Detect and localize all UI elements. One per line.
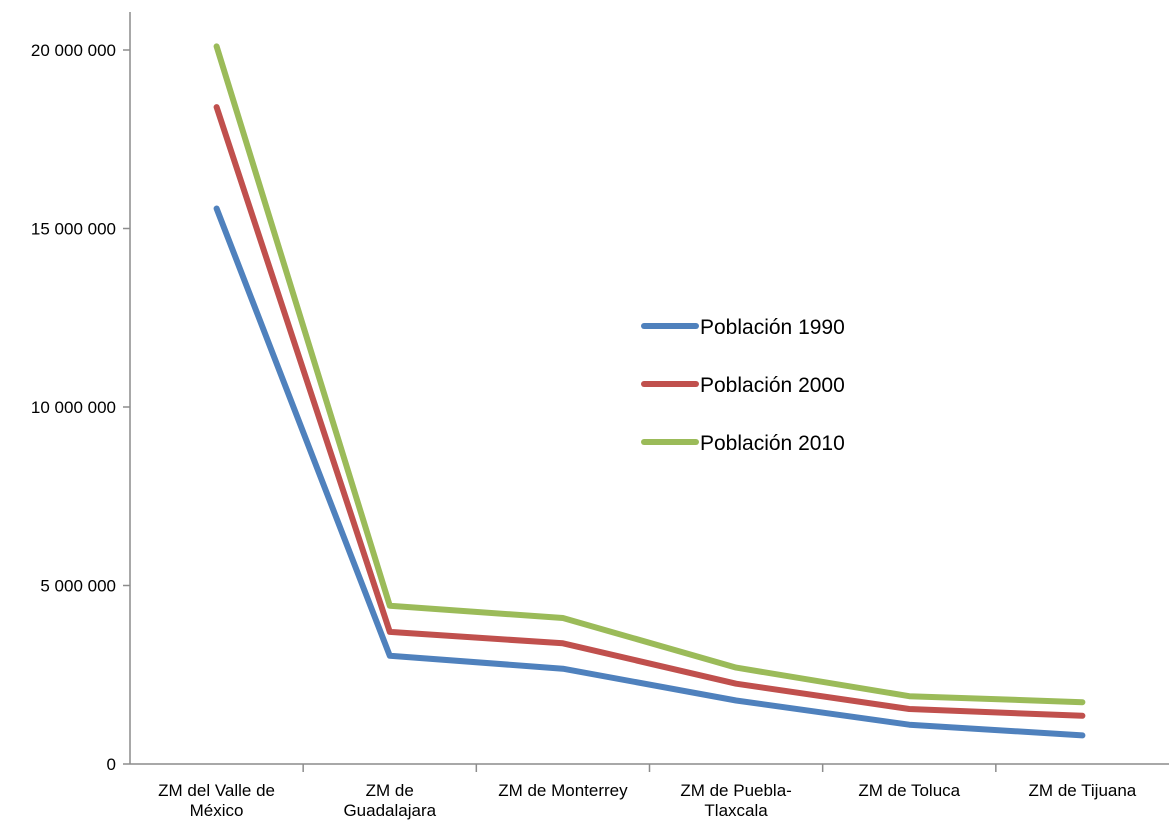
x-ticks xyxy=(302,764,997,772)
x-tick-label-line: Tlaxcala xyxy=(704,801,768,820)
y-tick-label: 10 000 000 xyxy=(31,398,116,417)
x-tick-label-line: ZM del Valle de xyxy=(158,781,275,800)
x-tick-label-line: México xyxy=(190,801,244,820)
y-tick-label: 20 000 000 xyxy=(31,41,116,60)
x-tick-label-line: ZM de Toluca xyxy=(858,781,960,800)
y-tick-label: 0 xyxy=(107,755,116,774)
x-tick-label-line: ZM de Monterrey xyxy=(498,781,628,800)
series-line-poblaci-n-1990 xyxy=(213,205,1086,739)
legend-label: Población 2010 xyxy=(700,432,845,455)
x-tick-label: ZM de Guadalajara xyxy=(343,781,436,820)
x-tick-label: ZM de Toluca xyxy=(858,781,960,800)
x-tick-label-line: ZM de Tijuana xyxy=(1029,781,1137,800)
y-tick-label: 5 000 000 xyxy=(40,577,116,596)
series-line-poblaci-n-2010 xyxy=(213,43,1086,706)
legend-item-poblaci-n-1990: Población 1990 xyxy=(641,316,845,339)
legend-label: Población 1990 xyxy=(700,316,845,339)
y-ticks: 0 5 000 000 10 000 000 15 000 000 20 000 000 xyxy=(31,41,130,774)
legend-item-poblaci-n-2000: Población 2000 xyxy=(641,374,845,397)
legend: Población 1990 Población 2000 Población 20… xyxy=(641,316,845,455)
legend-item-poblaci-n-2010: Población 2010 xyxy=(641,432,845,455)
x-tick-label-line: ZM de Puebla- xyxy=(680,781,792,800)
y-tick-label: 15 000 000 xyxy=(31,220,116,239)
x-tick-label: ZM del Valle de México xyxy=(158,781,275,820)
legend-label: Población 2000 xyxy=(700,374,845,397)
x-tick-label: ZM de Puebla-Tlaxcala xyxy=(680,781,792,820)
x-tick-label: ZM de Tijuana xyxy=(1029,781,1137,800)
series-line-poblaci-n-2000 xyxy=(213,104,1086,719)
series-lines xyxy=(213,43,1086,739)
x-tick-label-line: ZM de xyxy=(366,781,414,800)
y-axis: 0 5 000 000 10 000 000 15 000 000 20 000 000 xyxy=(31,12,131,774)
x-tick-label: ZM de Monterrey xyxy=(498,781,628,800)
x-tick-label-line: Guadalajara xyxy=(343,801,436,820)
